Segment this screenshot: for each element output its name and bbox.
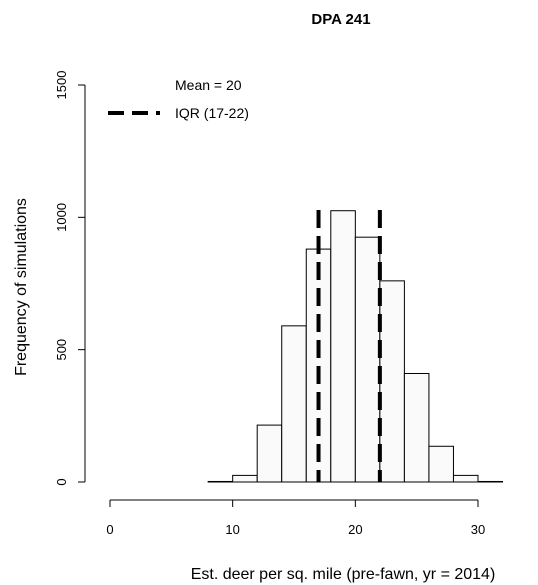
histogram-bar-0 — [207, 480, 234, 483]
histogram-bar-11 — [477, 480, 504, 483]
histogram-bar-1 — [232, 474, 258, 483]
y-tick-label-1: 500 — [54, 339, 69, 361]
legend-entry-iqr: IQR (17-22) — [175, 105, 249, 121]
x-tick-label-0: 0 — [106, 522, 113, 537]
histogram-bar-10 — [452, 474, 479, 483]
legend-entry-mean: Mean = 20 — [175, 77, 242, 93]
y-axis: 0 500 1000 1500 — [54, 71, 86, 486]
y-tick-label-2: 1000 — [54, 203, 69, 232]
y-tick-label-0: 0 — [54, 478, 69, 485]
y-axis-label: Frequency of simulations — [13, 198, 30, 376]
x-tick-label-2: 20 — [348, 522, 362, 537]
chart-title: DPA 241 — [311, 11, 370, 28]
histogram-bar-5 — [330, 210, 356, 483]
histogram-bar-6 — [354, 236, 381, 483]
bars-group — [207, 210, 504, 483]
x-axis: 0 10 20 30 — [106, 499, 485, 537]
x-axis-label: Est. deer per sq. mile (pre-fawn, yr = 2… — [191, 566, 496, 583]
legend: Mean = 20 IQR (17-22) — [108, 77, 249, 121]
iqr-lines-group — [316, 210, 382, 482]
histogram-bar-7 — [379, 280, 405, 483]
histogram-bar-8 — [403, 372, 430, 483]
x-tick-label-3: 30 — [471, 522, 485, 537]
histogram-bar-9 — [428, 445, 454, 483]
x-tick-label-1: 10 — [225, 522, 239, 537]
histogram-bar-4 — [305, 248, 332, 483]
y-tick-label-3: 1500 — [54, 71, 69, 100]
histogram-bar-3 — [281, 325, 307, 483]
histogram-bar-2 — [256, 424, 283, 483]
